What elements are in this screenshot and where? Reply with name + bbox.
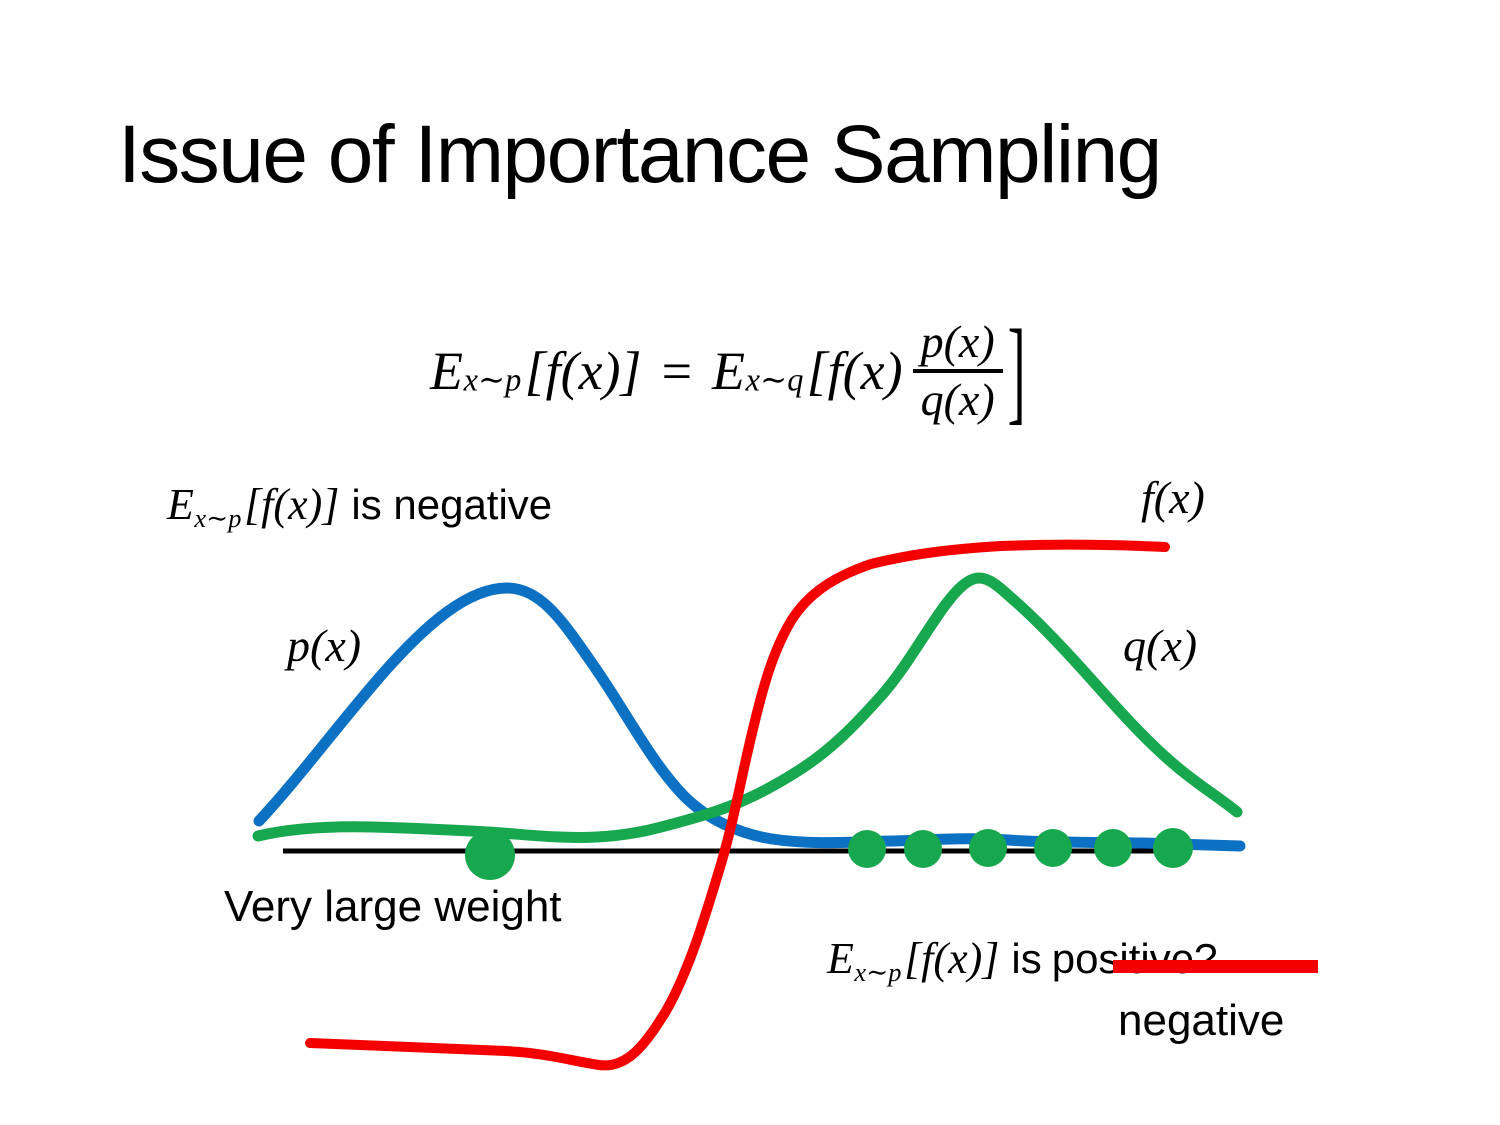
formula-sub1: x∼p — [463, 363, 522, 400]
note-left-sub: x∼p — [194, 502, 242, 533]
formula-E2: E — [712, 340, 746, 401]
p-curve — [253, 582, 1246, 852]
note-right-is: is — [1011, 935, 1042, 982]
note-right-arg: [f(x)] — [904, 934, 1000, 983]
note-left-E: E — [167, 480, 194, 529]
formula-close-bracket: ] — [1007, 306, 1026, 436]
formula-sub2: x∼q — [745, 363, 804, 400]
sample-dot — [848, 830, 886, 868]
note-right-struck-word: positive? — [1051, 935, 1218, 982]
formula-fraction: p(x) q(x) — [912, 317, 1003, 426]
note-expectation-negative: Ex∼p[f(x)] is negative — [167, 480, 553, 531]
formula-equals: = — [661, 340, 693, 401]
note-right-sub: x∼p — [854, 956, 902, 987]
sample-dot — [1094, 829, 1132, 867]
fraction-denominator: q(x) — [920, 374, 995, 426]
sample-dot — [1034, 829, 1072, 867]
note-expectation-positive: Ex∼p[f(x)] is positive? — [827, 934, 1218, 985]
label-p-curve: p(x) — [287, 620, 362, 671]
label-f-curve: f(x) — [1141, 472, 1205, 523]
slide-title: Issue of Importance Sampling — [118, 109, 1162, 200]
f-curve — [305, 539, 1170, 1071]
note-left-text: is negative — [351, 481, 553, 528]
note-very-large-weight: Very large weight — [224, 882, 562, 931]
sample-dot — [1153, 828, 1193, 868]
formula-E1: E — [430, 340, 463, 401]
note-left-arg: [f(x)] — [244, 480, 340, 529]
sample-dots — [465, 828, 1193, 880]
sample-dot-left — [465, 830, 515, 880]
formula-arg2: [f(x) — [806, 340, 903, 401]
q-curve — [252, 572, 1243, 843]
fraction-numerator: p(x) — [912, 317, 1003, 374]
note-correction-negative: negative — [1118, 996, 1285, 1045]
sample-dot — [969, 829, 1007, 867]
note-right-E: E — [827, 934, 854, 983]
sample-dot — [904, 830, 942, 868]
label-q-curve: q(x) — [1123, 620, 1198, 671]
formula-arg1: [f(x)] — [524, 340, 642, 401]
